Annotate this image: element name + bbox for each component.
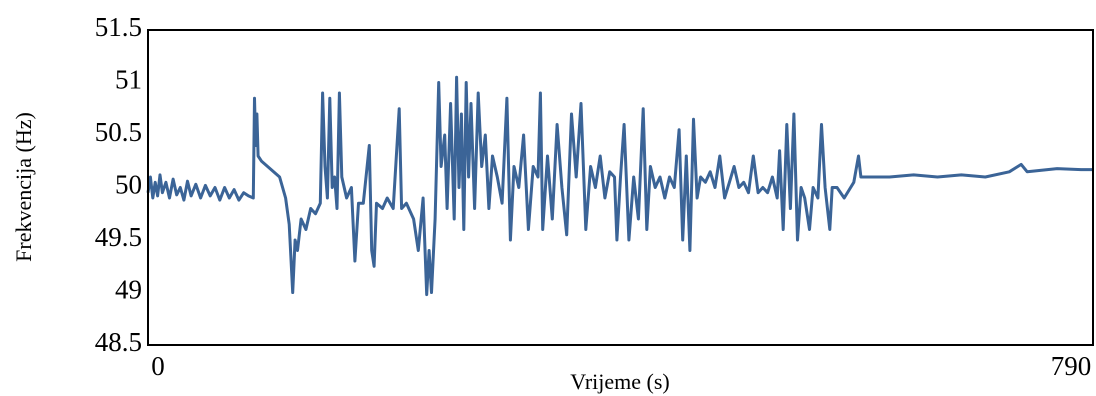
y-tick-label: 50.5 xyxy=(95,117,142,147)
plot-frame xyxy=(147,29,1094,346)
y-tick-label: 50 xyxy=(115,170,142,200)
x-tick-label: 0 xyxy=(151,351,165,381)
y-tick-label: 49 xyxy=(115,275,142,305)
x-axis-title: Vrijeme (s) xyxy=(570,369,669,394)
y-tick-label: 48.5 xyxy=(95,327,142,357)
y-tick-label: 49.5 xyxy=(95,222,142,252)
y-tick-label: 51.5 xyxy=(95,12,142,42)
line-series xyxy=(146,75,1093,297)
x-tick-label: 790 xyxy=(1051,351,1092,381)
y-axis-title: Frekvencija (Hz) xyxy=(11,112,36,262)
y-tick-label: 51 xyxy=(115,65,142,95)
